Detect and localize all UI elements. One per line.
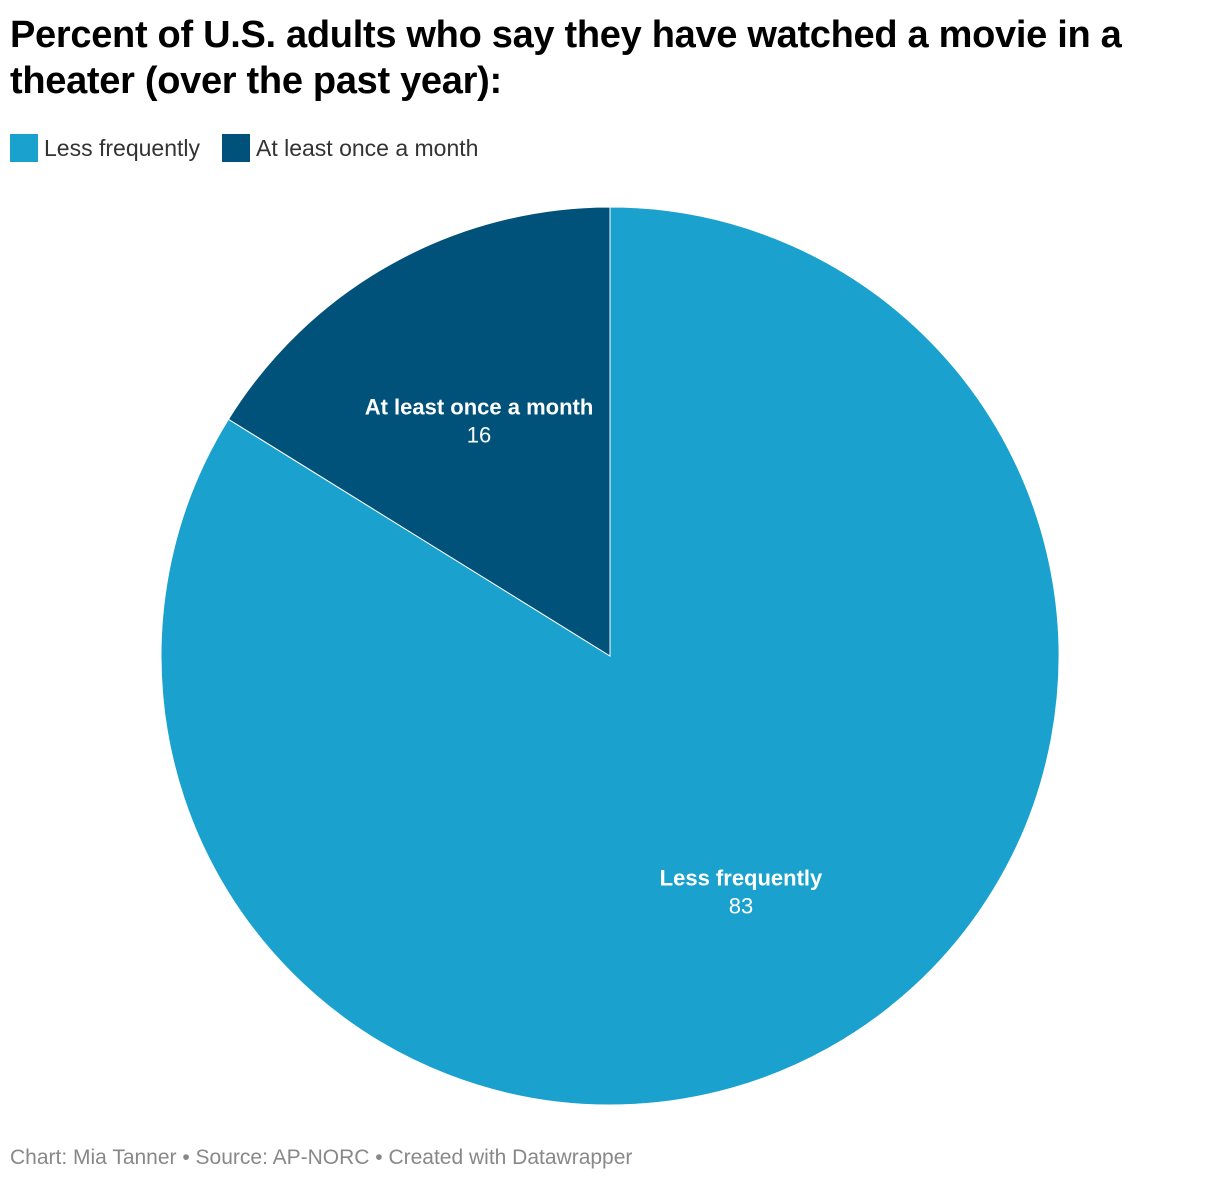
legend-label-at-least-once-a-month: At least once a month	[255, 134, 479, 161]
pie-chart: Less frequently 83 At least once a month 16	[160, 206, 1060, 1106]
slice-value-at-least-once-a-month: 16	[467, 423, 491, 448]
legend-swatch-at-least-once-a-month	[221, 134, 250, 162]
slice-label-at-least-once-a-month: At least once a month	[365, 395, 594, 420]
legend-swatch-less-frequently	[10, 134, 38, 162]
legend-label-less-frequently: Less frequently	[44, 134, 200, 161]
slice-value-less-frequently: 83	[729, 893, 753, 918]
chart-legend: Less frequently At least once a month	[10, 133, 478, 163]
slice-label-less-frequently: Less frequently	[660, 865, 823, 890]
legend-item-less-frequently: Less frequently	[10, 134, 200, 162]
chart-footer: Chart: Mia Tanner • Source: AP-NORC • Cr…	[10, 1146, 633, 1169]
pie-slices	[160, 206, 1060, 1106]
chart-title: Percent of U.S. adults who say they have…	[10, 14, 1122, 102]
legend-item-at-least-once-a-month: At least once a month	[221, 134, 479, 162]
pie-slice-at-least-once-a-month	[227, 206, 611, 657]
pie-labels: Less frequently 83 At least once a month 16	[365, 395, 823, 919]
